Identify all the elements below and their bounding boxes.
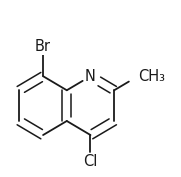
Text: Br: Br xyxy=(35,39,51,54)
Text: N: N xyxy=(85,69,96,84)
Text: Cl: Cl xyxy=(83,154,98,169)
Text: CH₃: CH₃ xyxy=(138,69,165,84)
